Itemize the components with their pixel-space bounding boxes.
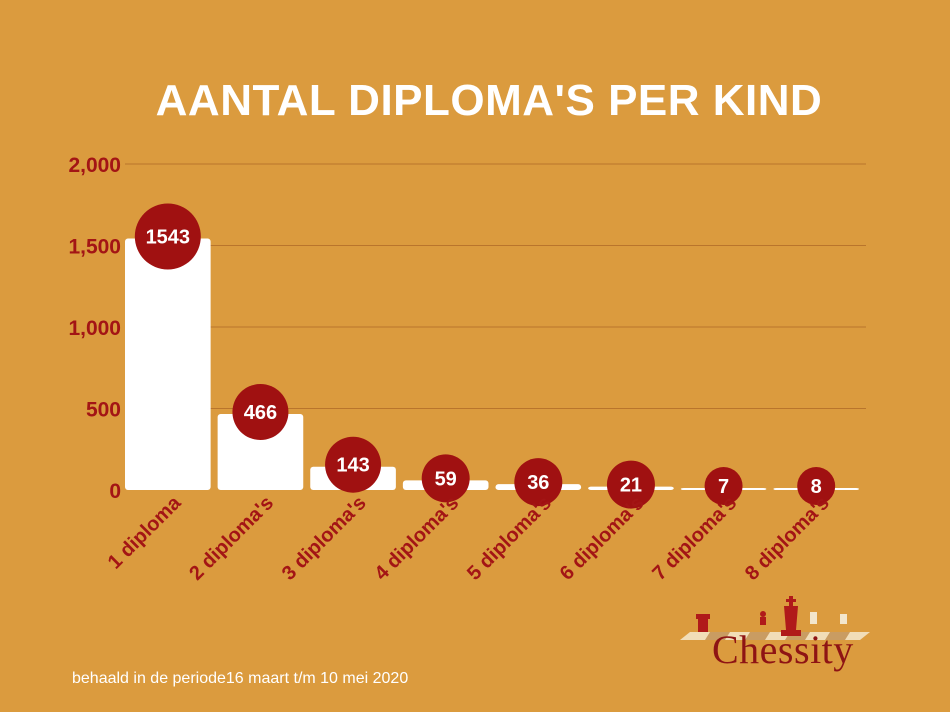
logo-text: Chessity <box>712 627 854 672</box>
y-tick-label: 500 <box>86 399 121 422</box>
value-badge <box>606 460 655 509</box>
value-label: 36 <box>527 472 549 494</box>
value-label: 7 <box>718 476 729 498</box>
value-badge <box>421 454 470 503</box>
y-tick-label: 2,000 <box>68 154 121 177</box>
bars <box>125 238 859 490</box>
x-tick-label: 1 diploma <box>104 491 186 573</box>
x-tick-label: 3 diploma's <box>278 492 371 585</box>
y-axis-ticks: 2,000 1,500 1,000 500 0 <box>68 154 121 503</box>
x-tick-label: 4 diploma's <box>370 492 463 585</box>
gridlines <box>125 163 866 409</box>
footnote: behaald in de periode16 maart t/m 10 mei… <box>72 670 409 687</box>
x-tick-label: 7 diploma's <box>648 492 741 585</box>
value-badge <box>232 384 289 441</box>
value-badge <box>797 467 836 505</box>
y-tick-label: 1,000 <box>68 317 121 340</box>
bar <box>217 414 304 490</box>
value-badge <box>704 467 743 505</box>
bar <box>125 238 211 490</box>
y-tick-label: 1,500 <box>68 236 121 259</box>
x-tick-label: 6 diploma's <box>556 492 649 585</box>
value-label: 21 <box>620 475 642 497</box>
x-tick-label: 5 diploma's <box>463 492 556 585</box>
y-tick-label: 0 <box>109 480 121 503</box>
value-label: 8 <box>811 476 822 498</box>
value-badges: 1543 466 143 59 36 21 7 8 <box>134 203 836 509</box>
value-badge <box>134 203 201 270</box>
chart-title: AANTAL DIPLOMA'S PER KIND <box>155 76 823 125</box>
value-label: 1543 <box>146 226 191 248</box>
value-label: 59 <box>435 468 457 490</box>
x-axis-labels: 1 diploma 2 diploma's 3 diploma's 4 diploma… <box>104 491 834 584</box>
x-tick-label: 8 diploma's <box>741 492 834 585</box>
value-badge <box>514 458 563 507</box>
value-badge <box>325 436 382 493</box>
x-tick-label: 2 diploma's <box>185 492 278 585</box>
chess-pieces-icon <box>680 596 870 640</box>
value-label: 466 <box>244 402 277 424</box>
value-label: 143 <box>336 455 369 477</box>
